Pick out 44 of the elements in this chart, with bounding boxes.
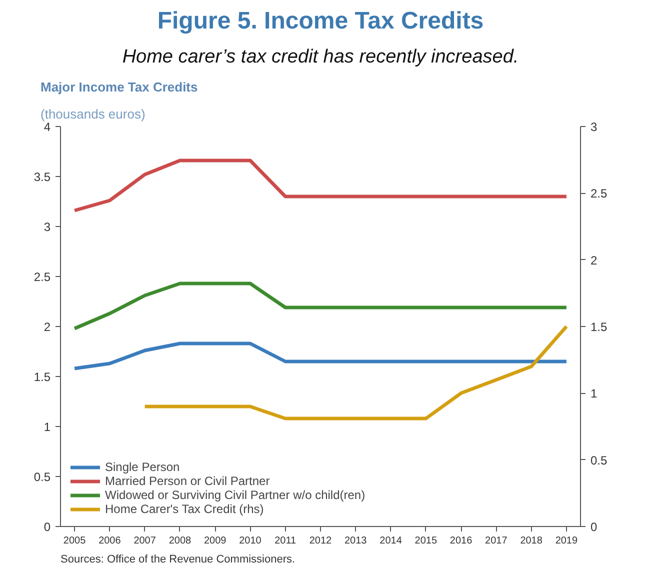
x-tick-label: 2019	[555, 536, 578, 546]
x-tick-label: 2015	[414, 536, 438, 546]
y-tick-label: 0.5	[34, 470, 51, 484]
legend-label: Married Person or Civil Partner	[105, 474, 270, 488]
x-tick-label: 2006	[98, 536, 122, 546]
legend-label: Widowed or Surviving Civil Partner w/o child(ren)	[105, 488, 366, 502]
y2-tick-label: 0	[590, 520, 598, 534]
line-series	[72, 342, 568, 370]
x-tick-label: 2005	[63, 536, 86, 546]
y-axis-title: (thousands euros)	[40, 106, 146, 122]
y2-tick-label: 1.5	[590, 320, 608, 334]
text: Major Income Tax Credits	[40, 80, 198, 94]
x-tick-label: 2007	[134, 536, 156, 546]
x-tick-label: 2018	[520, 536, 543, 546]
y2-tick-label: 3	[590, 120, 598, 134]
y2-tick-label: 2.5	[590, 186, 608, 201]
x-tick-label: 2010	[239, 536, 262, 546]
x-tick-label: 2011	[274, 536, 297, 546]
x-tick-label: 2017	[485, 536, 508, 546]
x-tick-label: 2016	[450, 536, 473, 546]
x-tick-label: 2013	[344, 536, 368, 546]
source-note: Sources: Office of the Revenue Commissioners.	[60, 554, 296, 566]
x-tick-label: 2014	[380, 536, 402, 546]
y-tick-label: 1	[44, 420, 51, 434]
y-tick-label: 3.5	[34, 170, 51, 184]
y-tick-label: 0	[44, 520, 51, 534]
line-series	[72, 158, 568, 212]
line-series	[143, 324, 568, 420]
y-tick-label: 1.5	[34, 370, 51, 384]
y-tick-label: 3	[44, 220, 51, 234]
chart-title: Figure 5. Income Tax Credits	[157, 8, 484, 34]
chart-subtitle: Home carer’s tax credit has recently increased.	[122, 46, 519, 68]
line-series	[72, 282, 568, 330]
legend-label: Single Person	[105, 460, 180, 474]
y2-tick-label: 0.5	[590, 453, 608, 468]
legend-label: Home Carer's Tax Credit (rhs)	[105, 502, 264, 516]
y2-tick-label: 1	[590, 386, 598, 401]
y-tick-label: 2.5	[34, 270, 51, 284]
y2-tick-label: 2	[590, 253, 598, 268]
y-tick-label: 2	[44, 320, 51, 334]
x-tick-label: 2008	[168, 536, 192, 546]
y-tick-label: 4	[44, 120, 51, 134]
x-tick-label: 2009	[204, 536, 227, 546]
x-tick-label: 2012	[309, 536, 332, 546]
